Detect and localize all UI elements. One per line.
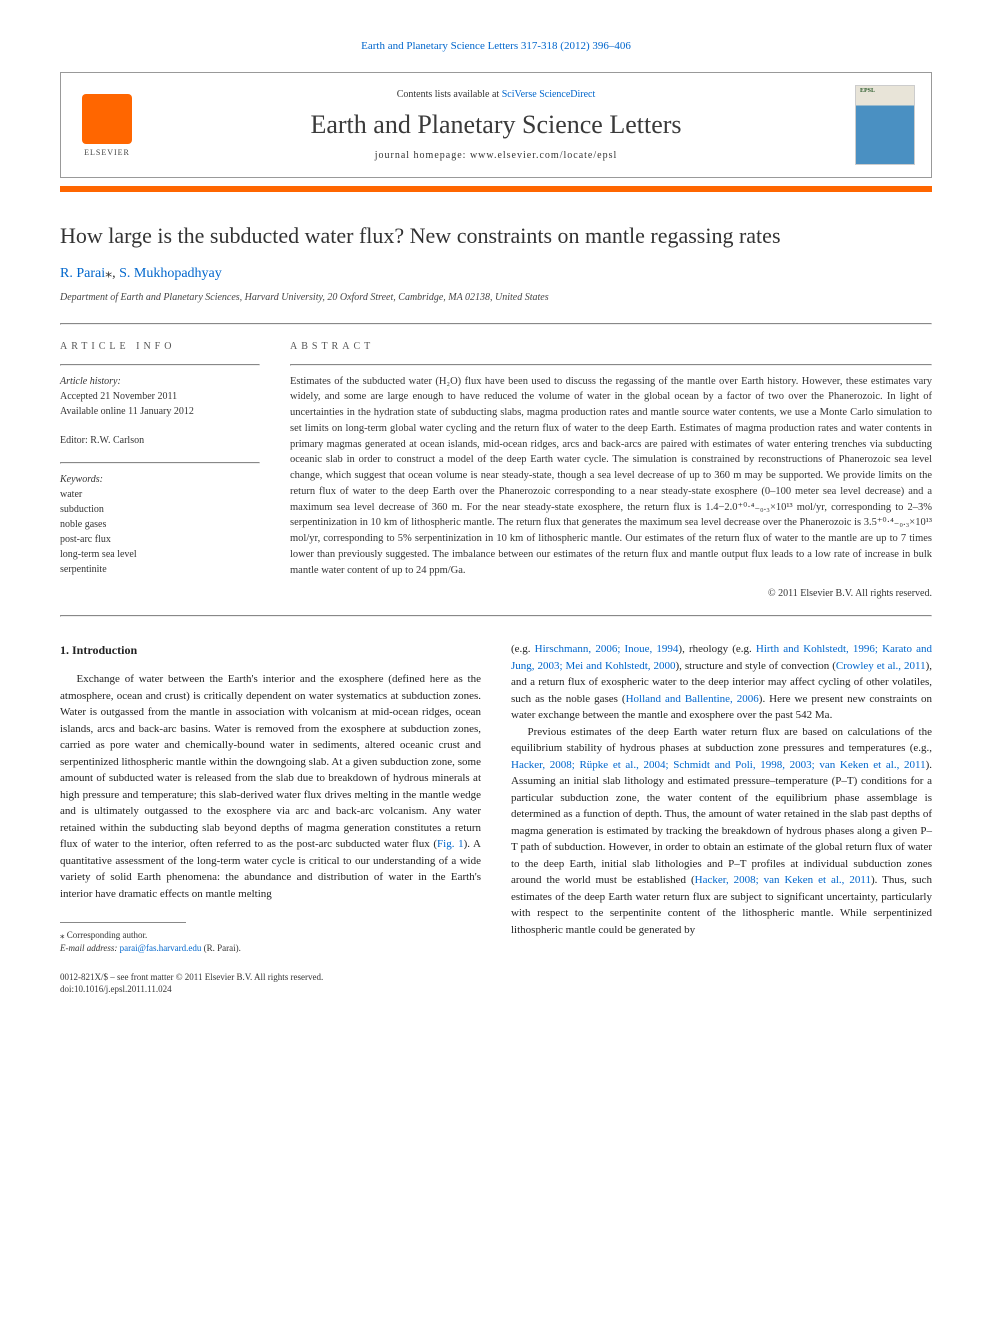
article-info-header: ARTICLE INFO — [60, 341, 260, 352]
abstract-copyright: © 2011 Elsevier B.V. All rights reserved… — [290, 588, 932, 599]
corresponding-author-note: ⁎ Corresponding author. E-mail address: … — [60, 929, 481, 954]
email-line: E-mail address: parai@fas.harvard.edu (R… — [60, 942, 481, 955]
abstract-text: Estimates of the subducted water (H₂O) f… — [290, 374, 932, 579]
elsevier-tree-icon — [82, 94, 132, 144]
author-link-1[interactable]: R. Parai — [60, 266, 105, 281]
section-number: 1. — [60, 643, 69, 657]
article-title: How large is the subducted water flux? N… — [60, 222, 932, 251]
info-abstract-row: ARTICLE INFO Article history: Accepted 2… — [60, 325, 932, 616]
sciencedirect-link[interactable]: SciVerse ScienceDirect — [502, 89, 596, 100]
ref-link-5[interactable]: Hacker, 2008; Rüpke et al., 2004; Schmid… — [511, 759, 926, 771]
color-bar — [60, 186, 932, 192]
body-columns: 1. Introduction Exchange of water betwee… — [60, 641, 932, 995]
p3a: Previous estimates of the deep Earth wat… — [511, 726, 932, 755]
homepage-line: journal homepage: www.elsevier.com/locat… — [153, 150, 839, 161]
journal-ref-text: Earth and Planetary Science Letters 317-… — [361, 40, 631, 52]
header-center: Contents lists available at SciVerse Sci… — [153, 89, 839, 161]
affiliation: Department of Earth and Planetary Scienc… — [60, 292, 932, 303]
homepage-url: www.elsevier.com/locate/epsl — [470, 150, 617, 161]
issn-line: 0012-821X/$ – see front matter © 2011 El… — [60, 971, 481, 984]
p3b: ). Assuming an initial slab lithology an… — [511, 759, 932, 887]
contents-prefix: Contents lists available at — [397, 89, 502, 100]
p2c: ), structure and style of convection ( — [676, 660, 836, 672]
abstract-header: ABSTRACT — [290, 341, 932, 352]
abstract-divider — [290, 364, 932, 366]
ref-link-4[interactable]: Holland and Ballentine, 2006 — [626, 693, 759, 705]
journal-reference-link[interactable]: Earth and Planetary Science Letters 317-… — [60, 40, 932, 52]
article-history-block: Article history: Accepted 21 November 20… — [60, 374, 260, 419]
section-title: Introduction — [72, 643, 137, 657]
article-info-column: ARTICLE INFO Article history: Accepted 2… — [60, 341, 260, 600]
abstract-column: ABSTRACT Estimates of the subducted wate… — [290, 341, 932, 600]
keyword-1: subduction — [60, 502, 260, 517]
body-paragraph-2: (e.g. Hirschmann, 2006; Inoue, 1994), rh… — [511, 641, 932, 724]
keywords-block: Keywords: water subduction noble gases p… — [60, 472, 260, 577]
ref-link-6[interactable]: Hacker, 2008; van Keken et al., 2011 — [695, 874, 871, 886]
email-label: E-mail address: — [60, 943, 117, 953]
issn-doi-block: 0012-821X/$ – see front matter © 2011 El… — [60, 971, 481, 996]
history-label: Article history: — [60, 374, 260, 389]
ref-link-1[interactable]: Hirschmann, 2006; Inoue, 1994 — [535, 643, 679, 655]
author-email-link[interactable]: parai@fas.harvard.edu — [120, 943, 202, 953]
ref-link-3[interactable]: Crowley et al., 2011 — [836, 660, 926, 672]
fig1-link[interactable]: Fig. 1 — [437, 838, 464, 850]
p1-text-a: Exchange of water between the Earth's in… — [60, 673, 481, 850]
elsevier-logo: ELSEVIER — [77, 90, 137, 160]
editor-label: Editor: — [60, 435, 88, 446]
p2a: (e.g. — [511, 643, 535, 655]
accepted-date: Accepted 21 November 2011 — [60, 389, 260, 404]
email-who: (R. Parai). — [204, 943, 241, 953]
elsevier-label: ELSEVIER — [84, 148, 130, 157]
p2b: ), rheology (e.g. — [678, 643, 755, 655]
doi-line: doi:10.1016/j.epsl.2011.11.024 — [60, 983, 481, 996]
keyword-0: water — [60, 487, 260, 502]
editor-block: Editor: R.W. Carlson — [60, 433, 260, 448]
body-paragraph-1: Exchange of water between the Earth's in… — [60, 671, 481, 902]
journal-cover-thumbnail — [855, 85, 915, 165]
authors-line: R. Parai⁎, S. Mukhopadhyay — [60, 265, 932, 282]
keyword-4: long-term sea level — [60, 547, 260, 562]
footnote-divider — [60, 922, 186, 923]
homepage-prefix: journal homepage: — [375, 150, 470, 161]
editor-name: R.W. Carlson — [90, 435, 144, 446]
author-link-2[interactable]: S. Mukhopadhyay — [119, 266, 222, 281]
journal-name: Earth and Planetary Science Letters — [153, 110, 839, 140]
keyword-5: serpentinite — [60, 562, 260, 577]
online-date: Available online 11 January 2012 — [60, 404, 260, 419]
section-heading: 1. Introduction — [60, 641, 481, 659]
divider-bottom — [60, 615, 932, 617]
info-divider-1 — [60, 364, 260, 366]
journal-header-box: ELSEVIER Contents lists available at Sci… — [60, 72, 932, 178]
contents-line: Contents lists available at SciVerse Sci… — [153, 89, 839, 100]
keyword-2: noble gases — [60, 517, 260, 532]
body-column-left: 1. Introduction Exchange of water betwee… — [60, 641, 481, 995]
keywords-label: Keywords: — [60, 472, 260, 487]
info-divider-2 — [60, 462, 260, 464]
corresp-text: ⁎ Corresponding author. — [60, 929, 481, 942]
keyword-3: post-arc flux — [60, 532, 260, 547]
body-paragraph-3: Previous estimates of the deep Earth wat… — [511, 724, 932, 939]
body-column-right: (e.g. Hirschmann, 2006; Inoue, 1994), rh… — [511, 641, 932, 995]
